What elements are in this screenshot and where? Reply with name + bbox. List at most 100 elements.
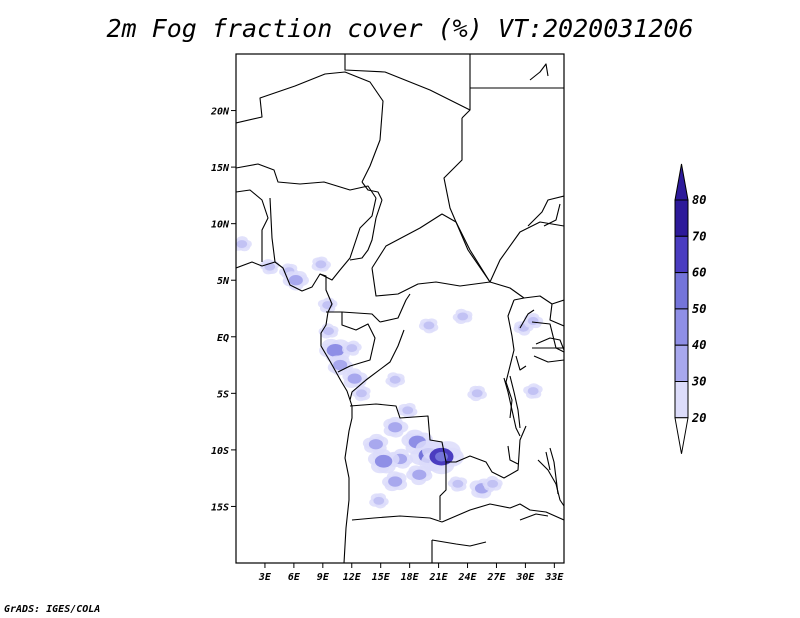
fog-patch	[236, 240, 248, 248]
fog-patch	[402, 406, 414, 415]
colorbar-level-label: 60	[692, 266, 706, 280]
lake-mweru	[507, 445, 519, 465]
lon-tick-label: 18E	[401, 572, 420, 583]
colorbar-bottom-arrow	[674, 417, 689, 454]
lon-tick-label: 24E	[457, 572, 477, 583]
border-gabon-congo	[337, 312, 376, 373]
border-angola-zambia	[439, 462, 447, 520]
border-libya-egypt	[461, 54, 471, 119]
red-sea-coast	[529, 63, 549, 81]
lake-tanganyika	[503, 375, 521, 437]
map-title: 2m Fog fraction cover (%) VT:2020031206	[106, 14, 694, 43]
border-namibia-south	[431, 539, 487, 563]
colorbar-segment	[674, 199, 689, 237]
border-burkina	[236, 189, 269, 262]
border-chad-north	[344, 54, 471, 111]
colorbar-segment	[674, 235, 689, 274]
fog-patch	[388, 422, 403, 433]
colorbar-level-label: 40	[692, 338, 706, 352]
colorbar-segment	[674, 272, 689, 310]
colorbar-level-label: 20	[691, 411, 706, 425]
colorbar-level-label: 80	[692, 193, 706, 207]
border-cameroon-gabon	[326, 311, 381, 323]
border-niger-nigeria	[236, 163, 377, 199]
fog-patch	[333, 359, 348, 371]
border-tanzania-south	[537, 459, 564, 507]
border-chad-sudan	[443, 118, 491, 283]
border-mali-niger	[236, 71, 384, 183]
fog-patch	[368, 439, 383, 450]
fog-patch	[323, 327, 335, 336]
coastline	[236, 261, 353, 563]
fog-patch	[457, 312, 469, 321]
border-zambia-south	[441, 503, 564, 523]
lake-kariba	[519, 513, 549, 521]
border-drc-zambia	[446, 425, 527, 479]
fog-patch	[471, 389, 483, 398]
fog-patch	[373, 496, 385, 505]
border-benin-nigeria	[269, 197, 276, 263]
border-cameroon-chad	[349, 199, 383, 261]
border-drc-uganda	[505, 299, 515, 419]
border-chad-car	[371, 213, 491, 283]
border-congo-drc	[349, 293, 411, 401]
lat-tick-label: 10S	[211, 446, 229, 457]
border-uganda-kenya	[531, 321, 564, 353]
lat-tick-label: EQ	[217, 333, 229, 344]
fog-patch	[527, 316, 539, 325]
border-ethiopia	[527, 195, 564, 227]
colorbar-segment	[674, 308, 689, 346]
lat-tick-label: 15S	[211, 502, 229, 513]
colorbar-top-arrow	[674, 163, 689, 201]
colorbar: 20 30 40 50 60 70 80	[674, 163, 706, 454]
lat-axis: 20N 15N 10N 5N EQ 5S 10S 15S	[210, 107, 236, 513]
fog-patch	[527, 387, 539, 396]
lake-albert	[515, 309, 535, 371]
border-lake-chad	[361, 181, 383, 201]
border-sudan-south-sudan	[489, 221, 564, 283]
fog-patch	[452, 479, 464, 488]
fog-patch	[374, 454, 393, 468]
lon-tick-label: 30E	[515, 572, 535, 583]
fog-patch	[315, 260, 327, 269]
fog-patch	[412, 469, 427, 480]
country-borders	[236, 54, 564, 563]
lon-tick-label: 21E	[429, 572, 449, 583]
lat-tick-label: 5S	[217, 389, 229, 400]
fog-patch	[356, 389, 367, 398]
lon-tick-label: 3E	[258, 572, 272, 583]
lon-tick-label: 15E	[372, 572, 391, 583]
lon-axis: 3E 6E 9E 12E 15E 18E 21E 24E 27E 30E 33E	[258, 563, 564, 583]
lat-tick-label: 5N	[217, 276, 230, 287]
colorbar-level-label: 70	[692, 229, 706, 243]
fog-patch	[389, 375, 401, 384]
fog-patch	[388, 476, 403, 487]
border-angola-namibia	[351, 515, 443, 523]
border-kenya-ethiopia	[549, 303, 564, 327]
colorbar-level-label: 50	[692, 302, 706, 316]
lon-tick-label: 33E	[544, 572, 564, 583]
fog-patch	[423, 321, 435, 330]
lon-tick-label: 6E	[288, 572, 301, 583]
lon-tick-label: 27E	[486, 572, 506, 583]
fog-patch	[326, 343, 345, 357]
lat-tick-label: 10N	[211, 220, 230, 231]
border-nigeria-cameroon	[319, 197, 377, 281]
lat-tick-label: 20N	[210, 107, 230, 118]
border-ssudan-uganda	[513, 295, 564, 305]
fog-layer	[236, 236, 544, 509]
border-angola-drc	[349, 403, 447, 463]
lat-tick-label: 15N	[211, 163, 230, 174]
lake-malawi	[545, 447, 559, 495]
lon-tick-label: 12E	[343, 572, 362, 583]
credit-label: GrADS: IGES/COLA	[4, 604, 101, 615]
border-car-south	[371, 267, 525, 299]
colorbar-level-label: 30	[691, 375, 706, 389]
colorbar-segment	[674, 381, 689, 419]
fog-patch	[288, 275, 303, 286]
lon-tick-label: 9E	[317, 572, 330, 583]
border-nile-ssudan	[543, 203, 561, 227]
colorbar-segment	[674, 344, 689, 383]
fog-patch	[346, 344, 358, 353]
